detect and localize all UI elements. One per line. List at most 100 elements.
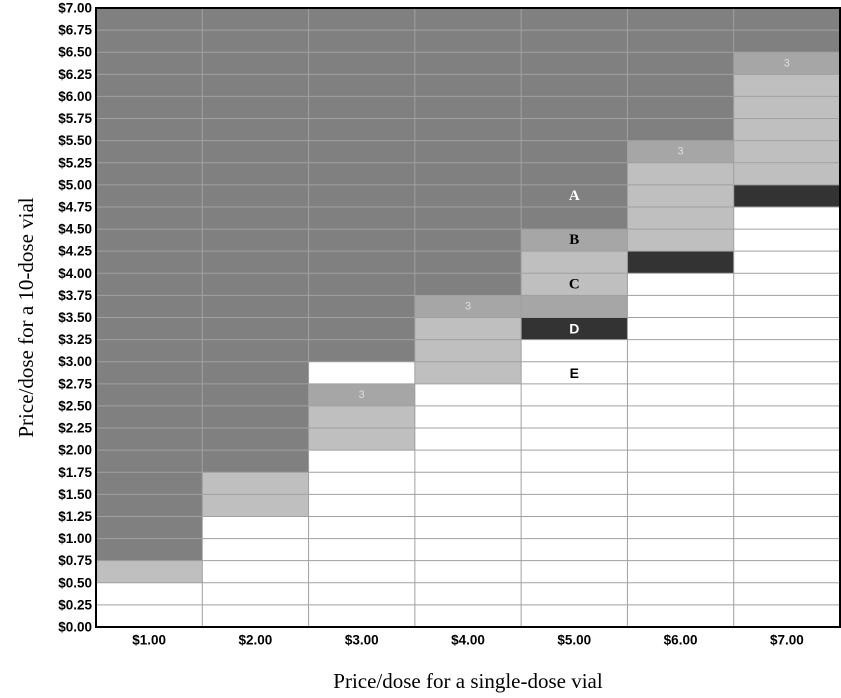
- heatmap-cell-white: [627, 383, 734, 406]
- heatmap-cell-dark: [308, 251, 415, 274]
- heatmap-cell-dark: [202, 405, 309, 429]
- y-tick-label: $2.25: [58, 421, 92, 436]
- heatmap-cell-white: [733, 229, 840, 252]
- heatmap-cell-medium: [521, 295, 628, 318]
- heatmap-cell-white: [627, 582, 734, 605]
- heatmap-cell-white: [733, 560, 840, 583]
- heatmap-cell-dark: [308, 52, 415, 75]
- heatmap-cell-dark: [308, 295, 415, 318]
- heatmap-cell-white: [308, 604, 415, 627]
- heatmap-cell-white: [308, 361, 415, 384]
- heatmap-cell-light: [733, 140, 840, 163]
- heatmap-cell-dark: [202, 361, 309, 384]
- y-tick-label: $5.50: [58, 133, 92, 148]
- heatmap-cell-white: [733, 405, 840, 429]
- heatmap-cell-white: [414, 538, 522, 561]
- heatmap-cell-white: [733, 450, 840, 473]
- heatmap-cell-white: [521, 450, 628, 473]
- heatmap-cell-dark: [521, 184, 628, 207]
- heatmap-cell-dark: [96, 162, 203, 185]
- heatmap-cell-white: [627, 361, 734, 384]
- heatmap-cell-white: [733, 472, 840, 495]
- heatmap-cell-dark: [202, 184, 309, 207]
- y-tick-label: $4.00: [58, 266, 92, 281]
- heatmap-cell-light: [202, 472, 309, 495]
- grid-layer: [95, 7, 841, 628]
- heatmap-cell-white: [627, 428, 734, 451]
- heatmap-cell-dark: [308, 273, 415, 296]
- heatmap-cell-dark: [521, 8, 628, 31]
- y-tick-label: $1.50: [58, 487, 92, 502]
- heatmap-cell-light: [414, 339, 522, 362]
- y-tick-label: $0.00: [58, 620, 92, 635]
- cell-label: E: [570, 365, 579, 381]
- heatmap-cell-dark: [627, 96, 734, 119]
- cell-layer: [96, 8, 840, 627]
- heatmap-cell-dark: [627, 74, 734, 97]
- heatmap-cell-white: [521, 405, 628, 429]
- x-tick-label: $3.00: [345, 633, 379, 648]
- heatmap-cell-white: [414, 604, 522, 627]
- heatmap-cell-white: [521, 560, 628, 583]
- heatmap-cell-white: [414, 582, 522, 605]
- cell-label: 3: [784, 57, 790, 69]
- heatmap-cell-medium: [308, 383, 415, 406]
- heatmap-cell-dark: [414, 30, 522, 53]
- heatmap-cell-white: [202, 560, 309, 583]
- y-tick-label: $1.75: [58, 465, 92, 480]
- heatmap-cell-dark: [308, 229, 415, 252]
- y-tick-label: $6.00: [58, 89, 92, 104]
- heatmap-cell-white: [733, 494, 840, 517]
- heatmap-cell-white: [308, 472, 415, 495]
- y-tick-label: $7.00: [58, 1, 92, 16]
- heatmap-cell-white: [414, 405, 522, 429]
- heatmap-cell-white: [627, 273, 734, 296]
- heatmap-cell-dark: [308, 162, 415, 185]
- heatmap-cell-white: [627, 604, 734, 627]
- heatmap-cell-dark: [202, 450, 309, 473]
- y-tick-label: $2.75: [58, 376, 92, 391]
- heatmap-cell-white: [521, 604, 628, 627]
- y-tick-label: $6.75: [58, 23, 92, 38]
- y-tick-label: $6.25: [58, 67, 92, 82]
- heatmap-cell-white: [627, 560, 734, 583]
- heatmap-cell-dark: [521, 118, 628, 141]
- x-tick-label: $5.00: [557, 633, 591, 648]
- heatmap-cell-white: [627, 450, 734, 473]
- y-tick-label: $5.75: [58, 111, 92, 126]
- heatmap-cell-white: [733, 582, 840, 605]
- y-tick-label: $2.50: [58, 398, 92, 413]
- heatmap-cell-dark: [202, 162, 309, 185]
- heatmap-cell-white: [733, 295, 840, 318]
- heatmap-cell-white: [521, 339, 628, 362]
- heatmap-cell-white: [733, 604, 840, 627]
- heatmap-cell-dark: [202, 8, 309, 31]
- heatmap-cell-light: [627, 229, 734, 252]
- y-tick-label: $1.00: [58, 531, 92, 546]
- heatmap-cell-white: [521, 472, 628, 495]
- y-tick-label: $3.75: [58, 288, 92, 303]
- heatmap-cell-dark: [202, 96, 309, 119]
- y-axis-title: Price/dose for a 10-dose vial: [14, 197, 38, 437]
- heatmap-cell-dark: [202, 339, 309, 362]
- y-tick-label: $4.25: [58, 244, 92, 259]
- y-tick-labels: $0.00 $0.25 $0.50 $0.75 $1.00 $1.25 $1.50 $1.75…: [58, 1, 92, 635]
- x-tick-label: $6.00: [664, 633, 698, 648]
- heatmap-cell-dark: [96, 140, 203, 163]
- x-tick-label: $2.00: [239, 633, 273, 648]
- y-tick-label: $5.00: [58, 177, 92, 192]
- heatmap-cell-white: [627, 405, 734, 429]
- heatmap-cell-white: [521, 361, 628, 384]
- heatmap-cell-white: [308, 516, 415, 539]
- heatmap-cell-white: [308, 538, 415, 561]
- heatmap-cell-dark: [202, 251, 309, 274]
- heatmap-cell-light: [414, 361, 522, 384]
- heatmap-cell-dark: [308, 8, 415, 31]
- y-tick-label: $4.50: [58, 222, 92, 237]
- heatmap-cell-dark: [96, 118, 203, 141]
- heatmap-cell-dark: [627, 52, 734, 75]
- heatmap-cell-dark: [521, 30, 628, 53]
- y-tick-label: $5.25: [58, 155, 92, 170]
- heatmap-cell-medium: [521, 229, 628, 252]
- x-tick-label: $4.00: [451, 633, 485, 648]
